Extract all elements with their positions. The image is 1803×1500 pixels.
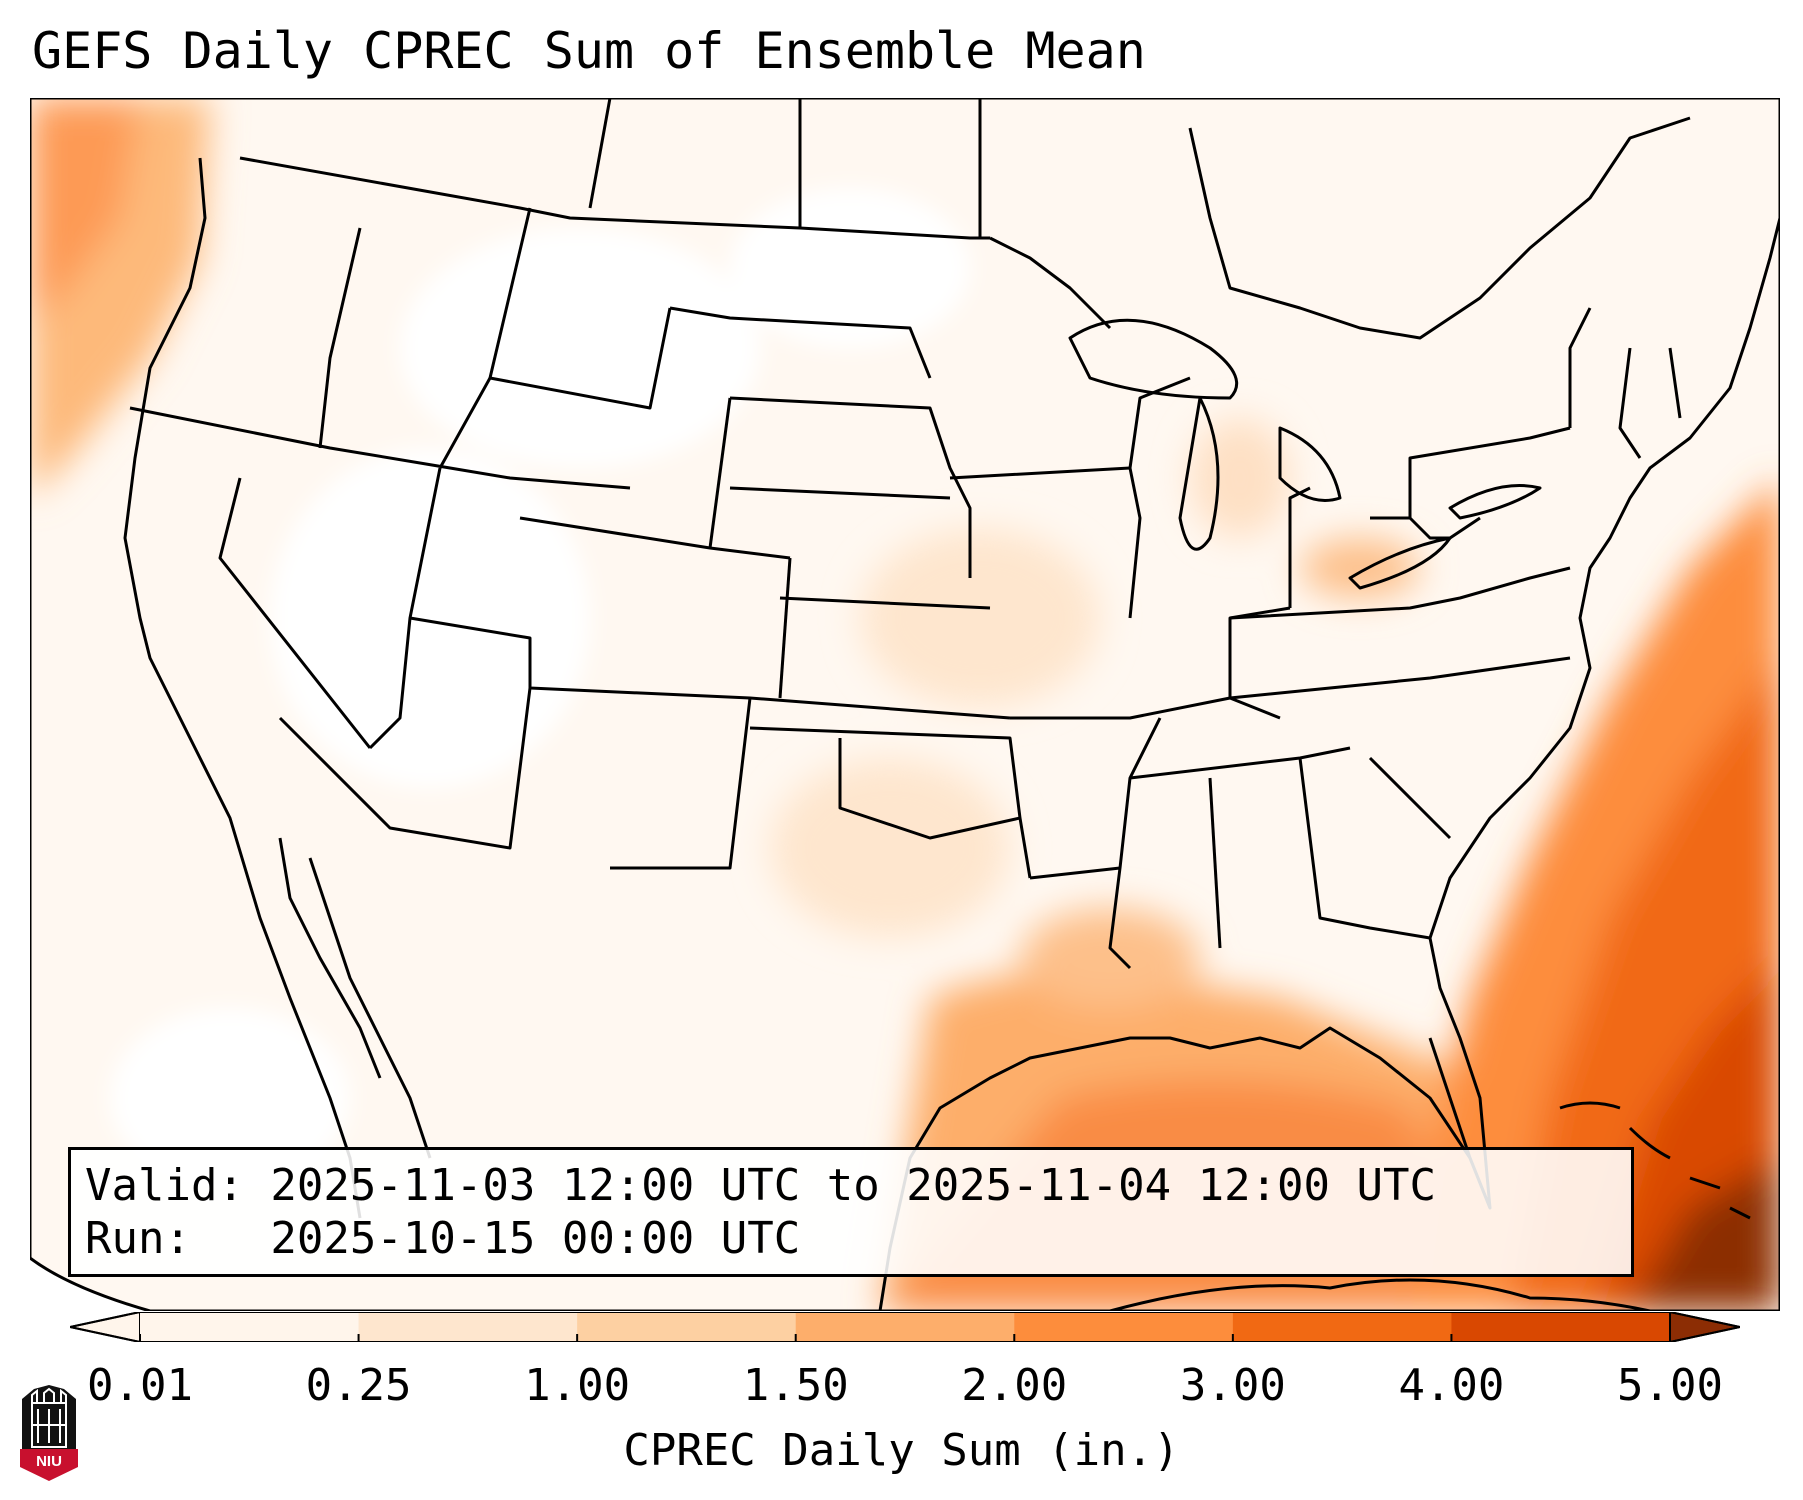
state-borders: [129, 98, 1691, 970]
colorbar-tick-label: 0.01: [87, 1360, 193, 1411]
colorbar-extend-low: [70, 1312, 141, 1342]
colorbar-tick-label: 1.50: [742, 1360, 849, 1411]
colorbar-tick-label: 1.00: [524, 1360, 631, 1411]
map-border: [30, 98, 1780, 1311]
colorbar-tick-label: 2.00: [961, 1360, 1068, 1411]
colorbar-segment: [1232, 1312, 1452, 1342]
run-time-line: Run: 2025-10-15 00:00 UTC: [85, 1213, 801, 1264]
colorbar-tick-label: 3.00: [1179, 1360, 1286, 1411]
colorbar-segment: [577, 1312, 797, 1342]
map-title: GEFS Daily CPREC Sum of Ensemble Mean: [32, 22, 1146, 80]
colorbar-tick-label: 4.00: [1398, 1360, 1505, 1411]
colorbar-label: CPREC Daily Sum (in.): [623, 1425, 1180, 1476]
colorbar-segment: [1014, 1312, 1234, 1342]
colorbar-tick-label: 5.00: [1617, 1360, 1723, 1411]
colorbar-extend-high: [1669, 1312, 1740, 1342]
colorbar-segment: [140, 1312, 360, 1342]
precipitation-map: [30, 98, 1780, 1311]
colorbar: [70, 1312, 1740, 1342]
niu-logo: NIU: [20, 1385, 78, 1481]
colorbar-segment: [358, 1312, 578, 1342]
valid-time-line: Valid: 2025-11-03 12:00 UTC to 2025-11-0…: [85, 1160, 1437, 1211]
valid-info-box: Valid: 2025-11-03 12:00 UTC to 2025-11-0…: [68, 1147, 1634, 1277]
colorbar-segment: [795, 1312, 1015, 1342]
svg-text:NIU: NIU: [36, 1453, 62, 1470]
coastlines: [123, 157, 1780, 1311]
colorbar-tick-label: 0.25: [305, 1360, 412, 1411]
colorbar-segment: [1451, 1312, 1671, 1342]
